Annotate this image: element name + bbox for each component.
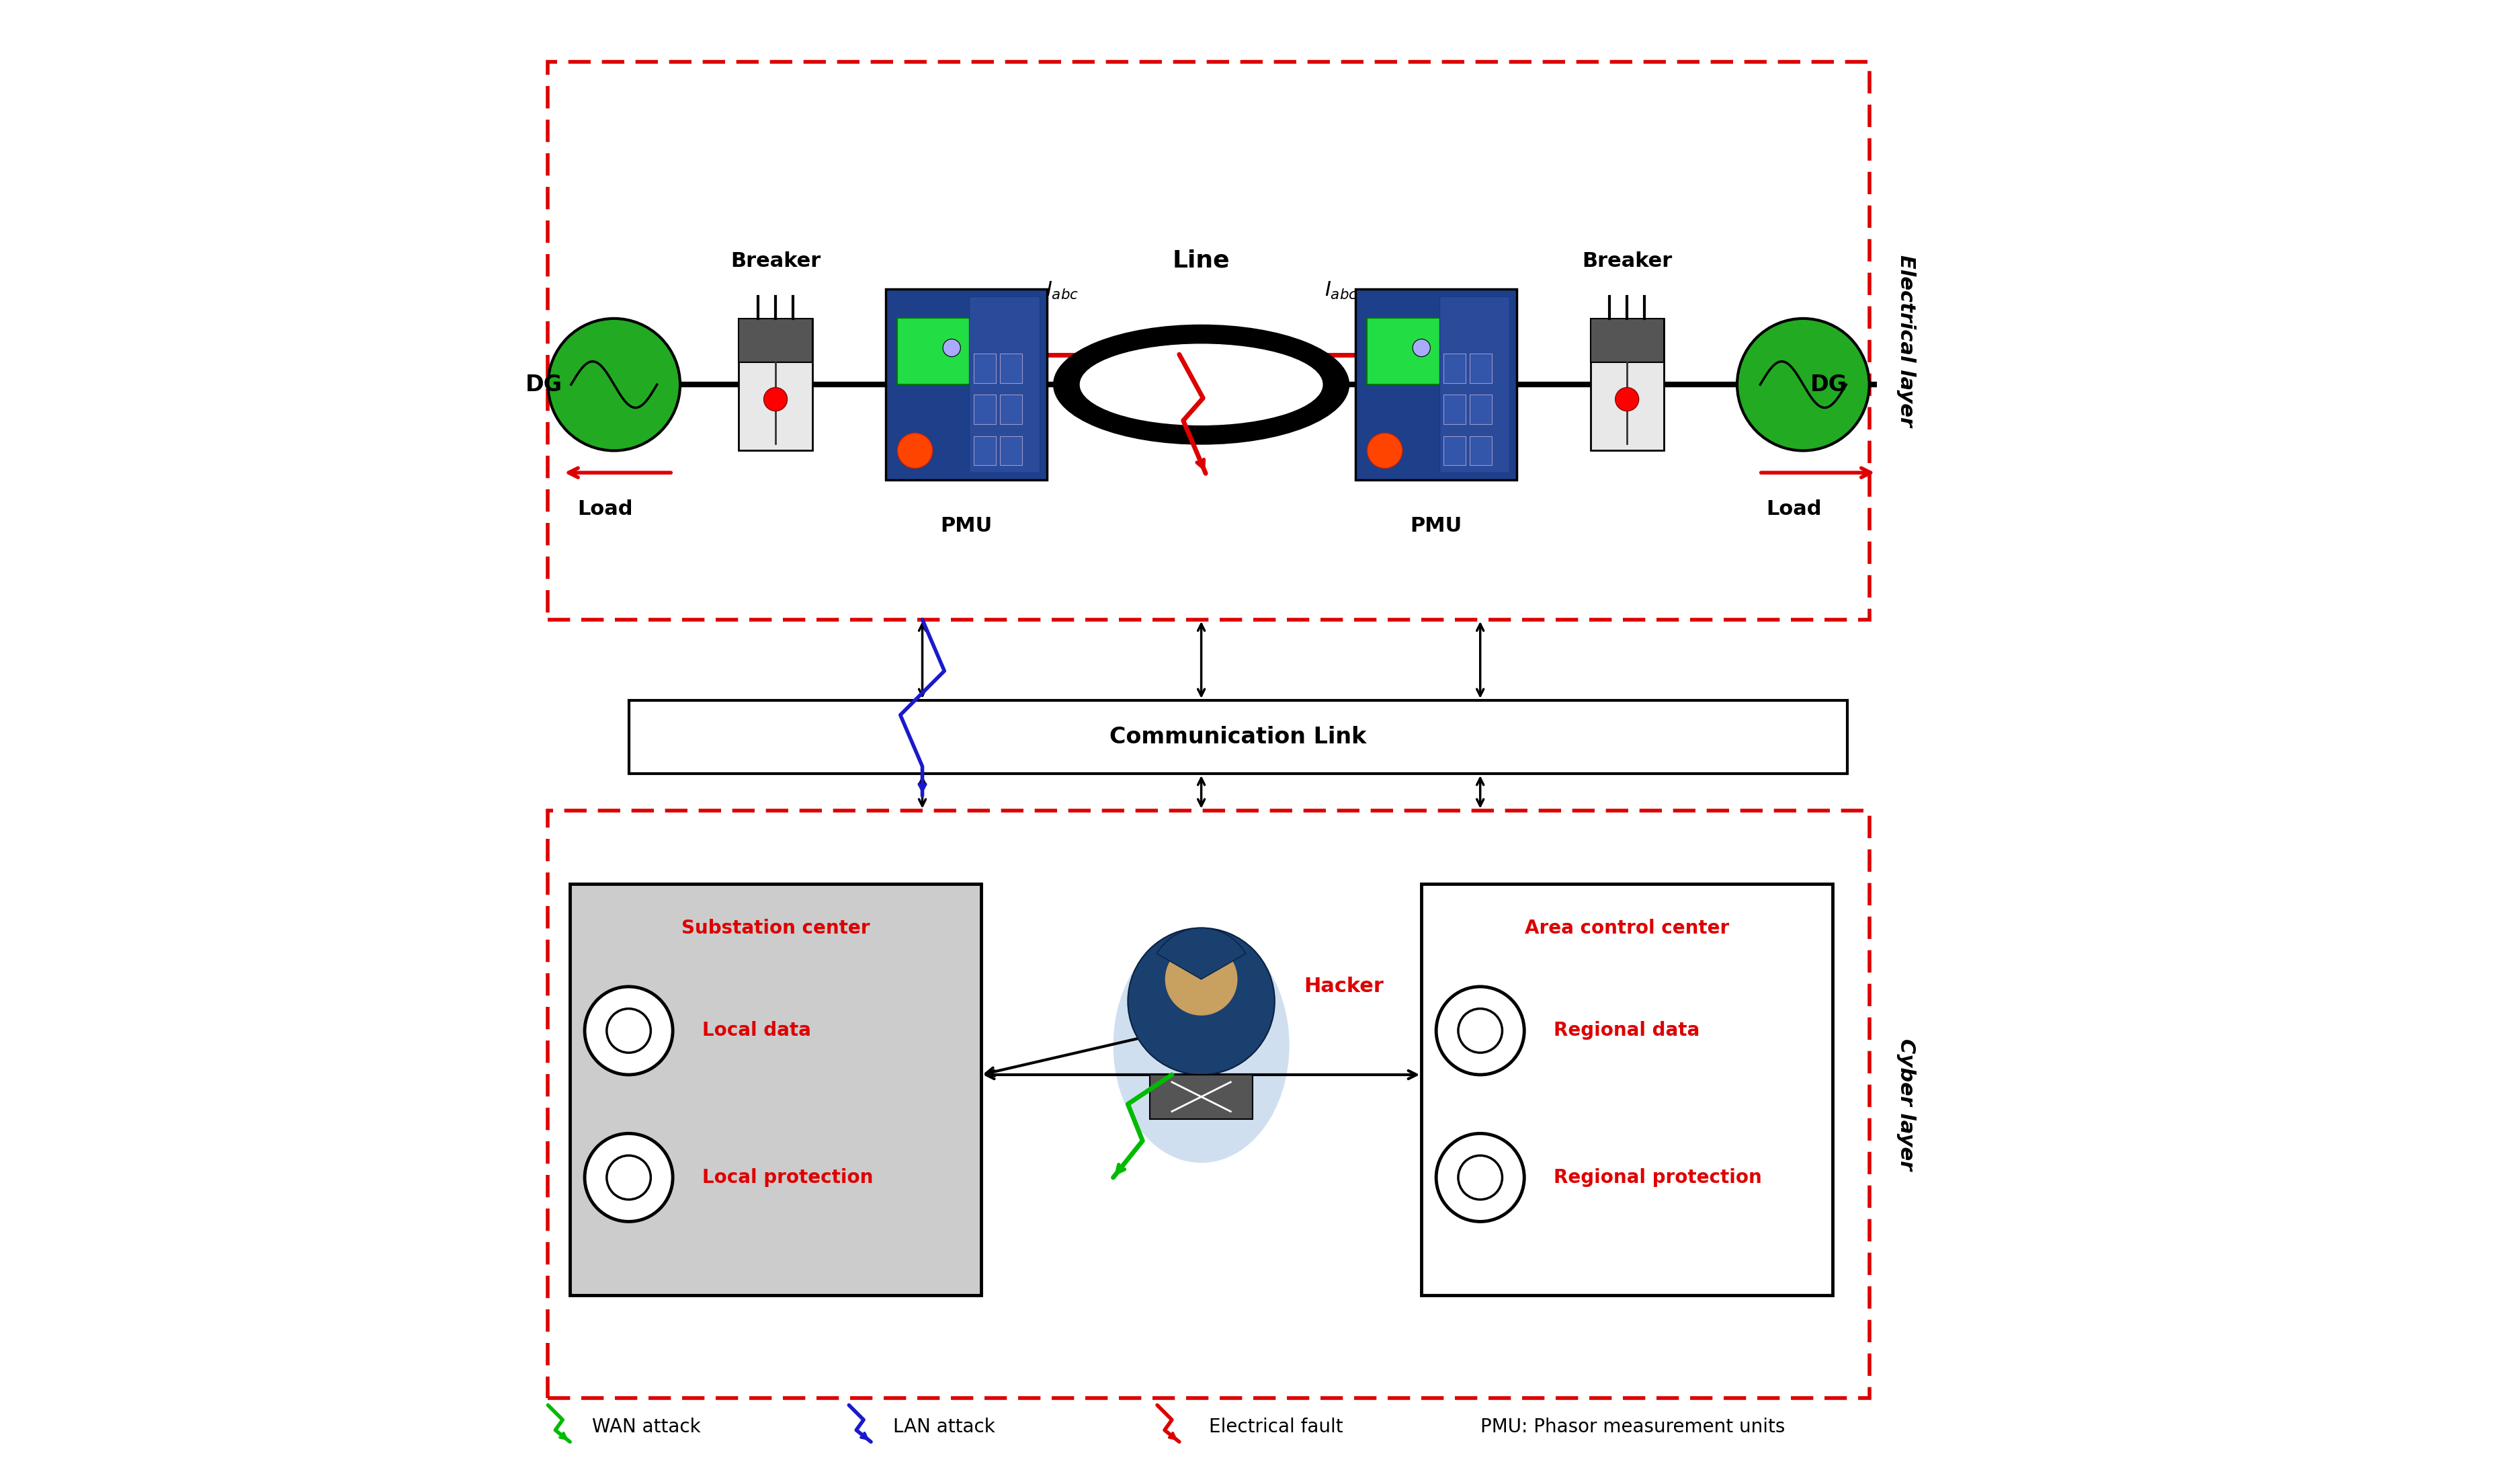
Text: LAN attack: LAN attack	[892, 1418, 995, 1437]
FancyBboxPatch shape	[1590, 318, 1663, 451]
FancyBboxPatch shape	[973, 354, 995, 383]
Circle shape	[1436, 1134, 1525, 1222]
FancyBboxPatch shape	[1421, 884, 1832, 1296]
Ellipse shape	[1053, 326, 1348, 444]
Text: Electrical layer: Electrical layer	[1895, 255, 1915, 426]
FancyBboxPatch shape	[1356, 289, 1517, 481]
Text: DG: DG	[1809, 373, 1847, 395]
FancyBboxPatch shape	[1368, 318, 1439, 385]
FancyBboxPatch shape	[970, 296, 1041, 473]
FancyBboxPatch shape	[1444, 436, 1467, 466]
Circle shape	[1368, 433, 1404, 469]
FancyBboxPatch shape	[547, 62, 1870, 619]
Wedge shape	[1157, 929, 1245, 979]
Circle shape	[1459, 1156, 1502, 1200]
Text: Line: Line	[1172, 249, 1230, 271]
FancyBboxPatch shape	[897, 318, 970, 385]
Text: DG: DG	[527, 373, 562, 395]
FancyBboxPatch shape	[1444, 354, 1467, 383]
FancyBboxPatch shape	[1000, 436, 1023, 466]
Text: Hacker: Hacker	[1303, 977, 1383, 996]
Circle shape	[1164, 942, 1237, 1016]
Circle shape	[585, 986, 673, 1075]
Text: WAN attack: WAN attack	[592, 1418, 701, 1437]
FancyBboxPatch shape	[738, 318, 811, 363]
Wedge shape	[1129, 929, 1275, 1075]
Circle shape	[547, 318, 680, 451]
FancyBboxPatch shape	[973, 436, 995, 466]
Circle shape	[942, 339, 960, 357]
FancyBboxPatch shape	[1469, 354, 1492, 383]
Text: Local protection: Local protection	[703, 1167, 872, 1187]
Ellipse shape	[1081, 345, 1323, 425]
Circle shape	[897, 433, 932, 469]
FancyBboxPatch shape	[1469, 436, 1492, 466]
FancyBboxPatch shape	[627, 700, 1847, 774]
Text: Substation center: Substation center	[680, 918, 869, 937]
Circle shape	[1414, 339, 1431, 357]
FancyBboxPatch shape	[1444, 395, 1467, 425]
FancyBboxPatch shape	[1469, 395, 1492, 425]
Text: Regional data: Regional data	[1555, 1021, 1698, 1041]
FancyBboxPatch shape	[973, 395, 995, 425]
Text: PMU: Phasor measurement units: PMU: Phasor measurement units	[1479, 1418, 1784, 1437]
Circle shape	[764, 388, 786, 411]
Text: Cyber layer: Cyber layer	[1895, 1038, 1915, 1170]
Circle shape	[1736, 318, 1870, 451]
Text: Load: Load	[577, 500, 633, 519]
Text: Communication Link: Communication Link	[1109, 725, 1366, 749]
FancyBboxPatch shape	[1000, 354, 1023, 383]
Circle shape	[1615, 388, 1638, 411]
Text: Electrical fault: Electrical fault	[1210, 1418, 1343, 1437]
FancyBboxPatch shape	[1590, 318, 1663, 363]
FancyBboxPatch shape	[1000, 395, 1023, 425]
FancyBboxPatch shape	[1439, 296, 1509, 473]
FancyBboxPatch shape	[570, 884, 980, 1296]
FancyBboxPatch shape	[885, 289, 1048, 481]
FancyBboxPatch shape	[1149, 1075, 1252, 1119]
Ellipse shape	[1114, 929, 1290, 1163]
FancyBboxPatch shape	[738, 318, 811, 451]
Text: Local data: Local data	[703, 1021, 811, 1041]
Circle shape	[607, 1008, 650, 1052]
FancyBboxPatch shape	[547, 811, 1870, 1397]
Text: $I_{abc}$: $I_{abc}$	[1323, 280, 1358, 301]
Text: PMU: PMU	[1411, 516, 1462, 535]
Text: Area control center: Area control center	[1525, 918, 1729, 937]
Circle shape	[1459, 1008, 1502, 1052]
Text: Breaker: Breaker	[1583, 252, 1673, 271]
Text: PMU: PMU	[940, 516, 993, 535]
Text: Load: Load	[1767, 500, 1822, 519]
Text: Breaker: Breaker	[731, 252, 822, 271]
Circle shape	[607, 1156, 650, 1200]
Circle shape	[585, 1134, 673, 1222]
Text: Regional protection: Regional protection	[1555, 1167, 1761, 1187]
Circle shape	[1436, 986, 1525, 1075]
Text: $I_{abc}$: $I_{abc}$	[1046, 280, 1079, 301]
